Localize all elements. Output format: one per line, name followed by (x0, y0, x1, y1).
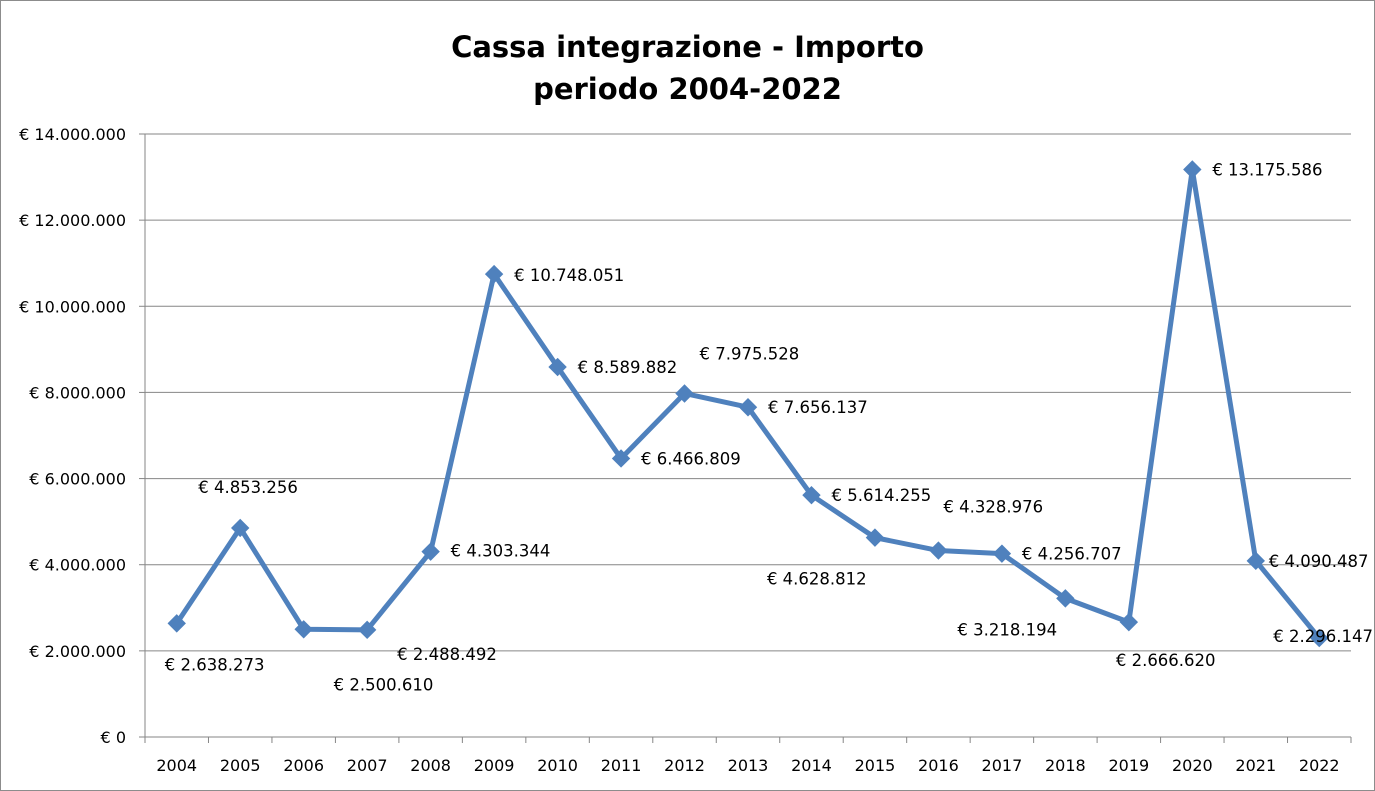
data-point-marker (738, 398, 758, 417)
data-point-marker (1310, 628, 1329, 648)
data-point-marker (548, 357, 567, 377)
x-tick-label: 2020 (1172, 756, 1213, 775)
data-point-marker (992, 544, 1012, 563)
x-tick-label: 2017 (982, 756, 1023, 775)
series-markers (167, 160, 1329, 648)
data-label: € 4.628.812 (767, 570, 867, 589)
x-tick-label: 2014 (791, 756, 832, 775)
axes: € 0 € 2.000.000 € 4.000.000 € 6.000.000 € 8.… (19, 125, 1352, 775)
data-label: € 2.296.147 (1273, 627, 1373, 646)
x-tick-label: 2010 (537, 756, 578, 775)
x-tick-label: 2021 (1235, 756, 1276, 775)
x-tick-label: 2008 (410, 756, 451, 775)
data-label: € 5.614.255 (831, 486, 931, 505)
data-point-marker (167, 614, 186, 633)
x-tick-label: 2004 (156, 756, 197, 775)
data-point-marker (1119, 612, 1139, 632)
data-label: € 3.218.194 (957, 620, 1057, 639)
data-label: € 10.748.051 (514, 266, 624, 285)
x-tick-label: 2012 (664, 756, 705, 775)
gridlines (145, 133, 1351, 652)
x-tick-label: 2016 (918, 756, 959, 775)
x-tick-label: 2009 (474, 756, 515, 775)
data-point-marker (357, 620, 377, 640)
data-label: € 2.488.492 (397, 645, 497, 664)
x-tick-label: 2018 (1045, 756, 1086, 775)
data-label: € 4.090.487 (1269, 552, 1369, 571)
data-point-marker (1246, 551, 1265, 571)
x-tick-label: 2005 (220, 756, 261, 775)
x-tick-label: 2007 (347, 756, 388, 775)
y-tick-label: € 10.000.000 (19, 297, 126, 316)
data-label: € 4.328.976 (943, 498, 1043, 517)
data-label: € 4.853.256 (198, 478, 298, 497)
data-point-marker (1056, 589, 1075, 608)
data-label: € 13.175.586 (1212, 161, 1322, 180)
y-tick-label: € 2.000.000 (29, 642, 126, 661)
data-label: € 2.666.620 (1116, 651, 1216, 670)
y-tick-label: € 12.000.000 (19, 211, 126, 230)
data-point-marker (865, 528, 885, 547)
data-label: € 7.975.528 (700, 344, 800, 363)
data-label: € 7.656.137 (768, 398, 868, 417)
x-tick-label: 2019 (1108, 756, 1149, 775)
data-point-marker (802, 485, 821, 505)
x-tick-label: 2015 (855, 756, 896, 775)
data-point-marker (1183, 160, 1202, 179)
data-point-marker (611, 449, 631, 468)
y-tick-label: € 6.000.000 (29, 470, 126, 489)
x-tick-label: 2013 (728, 756, 769, 775)
data-label: € 4.303.344 (451, 542, 551, 561)
data-label: € 4.256.707 (1022, 545, 1122, 564)
data-point-marker (421, 542, 440, 561)
y-tick-label: € 4.000.000 (29, 556, 126, 575)
data-point-marker (675, 384, 694, 403)
y-tick-label: € 14.000.000 (19, 125, 126, 144)
y-tick-label: € 0 (101, 728, 126, 747)
x-tick-label: 2006 (283, 756, 324, 775)
data-point-marker (294, 620, 313, 639)
chart-title-line-2: periodo 2004-2022 (533, 72, 842, 106)
data-label: € 2.638.273 (165, 655, 265, 674)
x-tick-label: 2022 (1299, 756, 1340, 775)
data-point-marker (231, 518, 250, 538)
data-labels: € 2.638.273 € 4.853.256 € 2.500.610 € 2.488… (165, 161, 1373, 695)
data-point-marker (929, 541, 948, 560)
chart-title-line-1: Cassa integrazione - Importo (451, 30, 924, 64)
data-label: € 8.589.882 (578, 358, 678, 377)
data-point-marker (484, 264, 504, 284)
chart-title: Cassa integrazione - Importo periodo 200… (0, 26, 1375, 110)
data-label: € 2.500.610 (334, 675, 434, 694)
x-tick-label: 2011 (601, 756, 642, 775)
y-tick-label: € 8.000.000 (29, 383, 126, 402)
data-label: € 6.466.809 (641, 449, 741, 468)
